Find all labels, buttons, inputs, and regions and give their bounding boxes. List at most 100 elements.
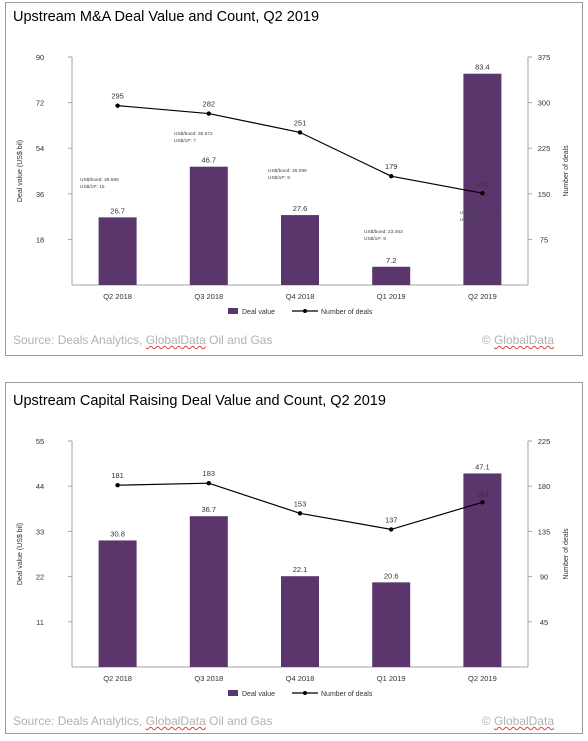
copyright-symbol: © [481,714,494,728]
annotation-line: US$/boed: 33.903 [460,210,499,216]
annotation-line: US$/boed: 35.672 [174,131,213,137]
bar [98,540,137,667]
deal-count-point [297,130,303,135]
bar-value-label: 47.1 [475,462,490,471]
y-tick-label: 72 [36,99,44,108]
ma-deal-chart: 18 36 54 72 90 75 150 225 300 375 Deal value (US$ … [17,53,570,316]
y2-tick-label: 225 [538,437,551,446]
deal-count-point [206,480,211,486]
category-label: Q2 2019 [468,292,497,301]
copyright-symbol: © [481,333,494,347]
chart-title: Upstream M&A Deal Value and Count, Q2 20… [13,9,320,25]
category-label: Q2 2018 [103,292,132,301]
bar [463,73,502,285]
legend-bar-label: Deal value [242,691,275,698]
deal-count-label: 153 [294,499,307,508]
bar-value-label: 30.8 [110,529,125,538]
y2-axis-title: Number of deals [563,145,570,197]
deal-count-label: 183 [203,469,216,478]
deal-count-point [480,500,485,505]
bar-value-label: 36.7 [201,505,216,514]
bar-value-label: 22.1 [293,565,308,574]
copyright-note: © GlobalData [482,333,554,347]
y2-axis-title: Number of deals [563,528,570,580]
copyright-brand: GlobalData [493,333,554,347]
y-tick-label: 36 [36,190,44,199]
chart-title: Upstream Capital Raising Deal Value and … [13,393,386,409]
deal-count-label: 151 [476,180,489,189]
annotation-line: US$/1P: 9 [460,217,482,223]
y-tick-label: 11 [36,618,44,627]
y-tick-label: 22 [36,573,44,582]
y-axis-title: Deal value (US$ bil) [17,523,24,585]
bar-value-label: 27.6 [293,204,308,213]
annotation-line: US$/boed: 38.696 [80,177,119,183]
y2-tick-label: 150 [538,190,551,199]
bar [372,582,411,667]
bar-value-label: 83.4 [475,63,490,72]
deal-count-point [115,103,120,108]
copyright-note: © GlobalData [482,714,554,728]
category-label: Q1 2019 [377,292,406,301]
deal-count-point [389,173,394,179]
bar [281,215,319,285]
y-tick-label: 55 [36,437,44,446]
category-label: Q3 2018 [194,292,223,301]
category-label: Q2 2019 [468,674,497,683]
annotation-line: US$/boed: 36.099 [268,168,307,174]
source-prefix: Source: Deals Analytics, [13,714,146,728]
category-label: Q4 2018 [286,292,315,301]
annotation-line: US$/1P: 15 [80,184,105,190]
source-note: Source: Deals Analytics, GlobalData Oil … [13,714,272,728]
y-tick-label: 54 [36,144,44,153]
bar-value-label: 26.7 [110,206,125,215]
bar-value-label: 20.6 [384,571,399,580]
ma-deal-panel: Upstream M&A Deal Value and Count, Q2 20… [5,2,583,356]
bar [281,576,319,667]
deal-count-point [480,190,485,196]
annotation-line: US$/1P: 9 [364,236,386,242]
deal-count-label: 251 [294,118,307,127]
copyright-brand: GlobalData [493,714,554,728]
category-label: Q2 2018 [103,674,132,683]
y2-tick-label: 300 [538,99,551,108]
deal-count-label: 282 [203,100,216,109]
source-suffix: Oil and Gas [205,333,273,347]
y2-tick-label: 75 [540,235,548,244]
category-label: Q4 2018 [286,674,315,683]
source-prefix: Source: Deals Analytics, [13,333,146,347]
capital-raising-chart: 11 22 33 44 55 45 90 135 180 225 Deal value (US$ b… [17,437,570,698]
y-tick-label: 44 [36,482,44,491]
y-tick-label: 33 [36,527,44,536]
source-suffix: Oil and Gas [205,714,273,728]
deal-count-label: 295 [111,92,124,101]
deal-count-label: 164 [476,489,489,498]
source-brand: GlobalData [145,714,206,728]
y2-tick-label: 45 [540,618,548,627]
bar [98,217,137,285]
annotation-line: US$/1P: 7 [174,138,196,144]
legend-line-label: Number of deals [321,691,373,698]
y2-tick-label: 375 [538,53,551,62]
legend-line-marker [303,691,307,695]
deal-count-point [297,511,303,516]
bar [372,266,411,285]
bar-value-label: 7.2 [386,256,396,265]
y-tick-label: 90 [36,53,44,62]
deal-count-label: 137 [385,515,398,524]
annotation-line: US$/1P: 9 [268,175,290,181]
legend-line-label: Number of deals [321,309,373,316]
bar [189,166,228,285]
deal-count-label: 179 [385,162,398,171]
y2-tick-label: 180 [538,482,551,491]
category-label: Q3 2018 [194,674,223,683]
legend-bar-swatch [228,690,238,696]
deal-count-point [389,527,394,532]
source-note: Source: Deals Analytics, GlobalData Oil … [13,333,272,347]
capital-raising-panel: Upstream Capital Raising Deal Value and … [5,382,583,734]
deal-count-point [206,111,211,116]
legend-line-marker [303,309,307,313]
y-axis-title: Deal value (US$ bil) [17,140,24,202]
y2-tick-label: 225 [538,144,551,153]
annotation-line: US$/boed: 23.463 [364,229,403,235]
